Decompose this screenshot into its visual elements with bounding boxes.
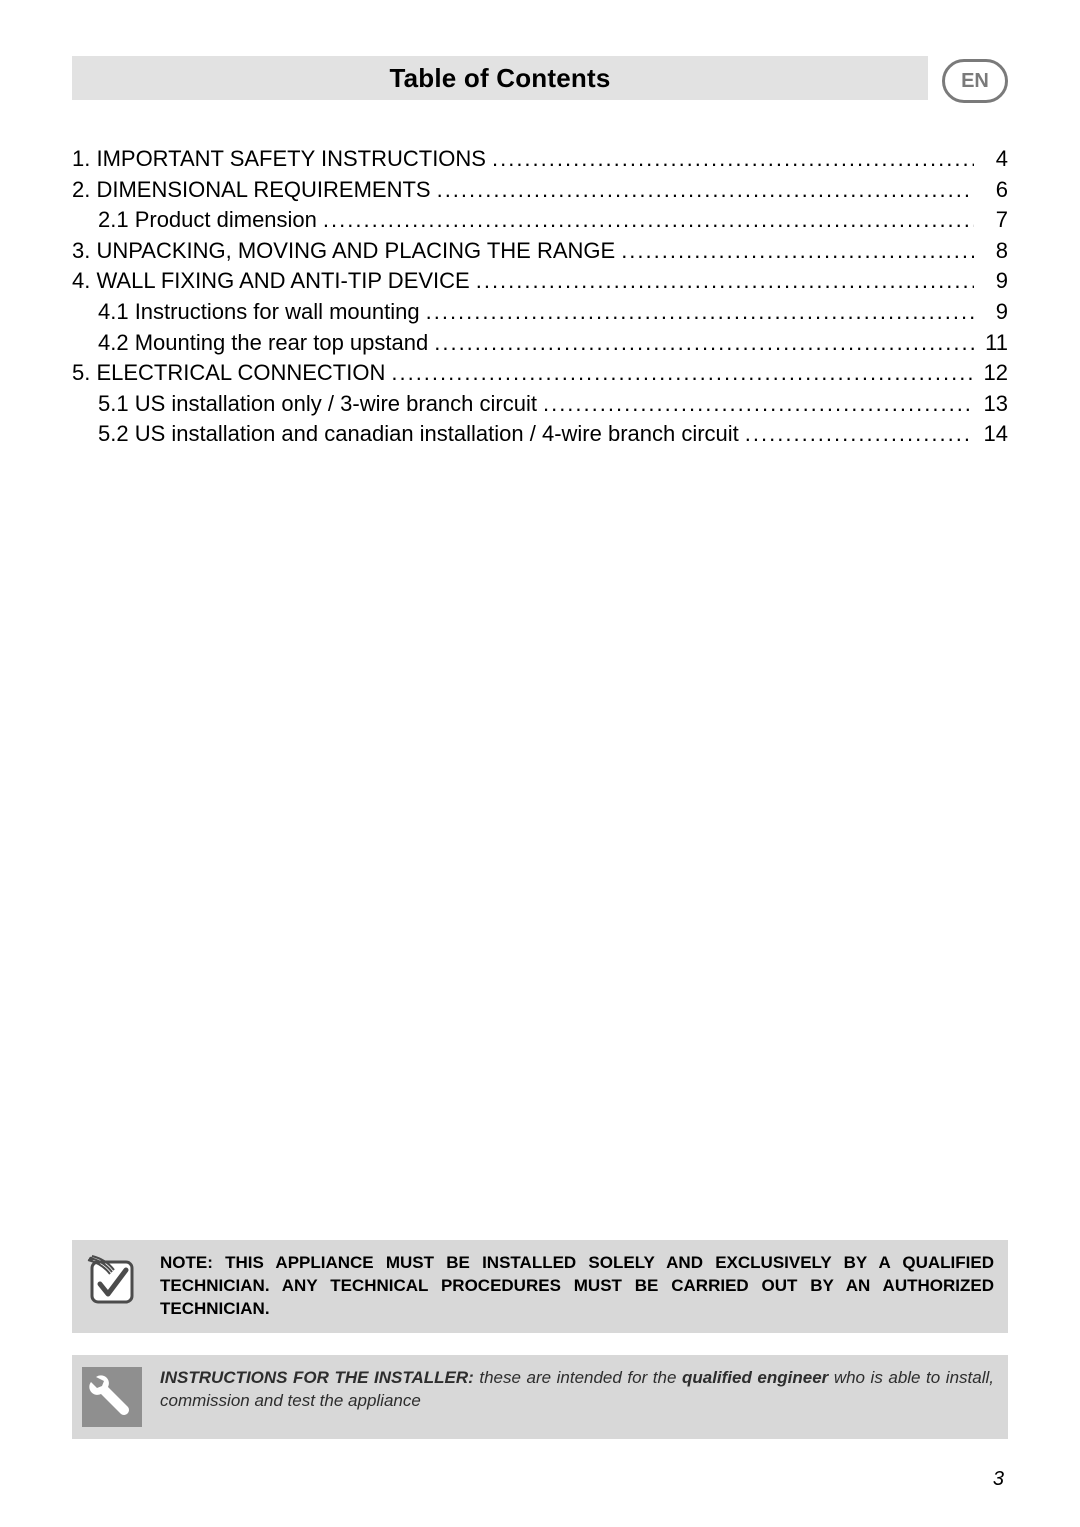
installer-note: NOTE: THIS APPLIANCE MUST BE INSTALLED S… [72, 1240, 1008, 1333]
toc-leader [391, 359, 974, 388]
note-check-icon [82, 1252, 142, 1312]
header: Table of Contents EN [72, 56, 1008, 103]
toc-label: 5.2 US installation and canadian install… [98, 420, 739, 449]
installer-instructions-text: INSTRUCTIONS FOR THE INSTALLER: these ar… [160, 1367, 994, 1413]
toc-row: 4. WALL FIXING AND ANTI-TIP DEVICE 9 [72, 267, 1008, 296]
toc-leader [543, 390, 974, 419]
page-number: 3 [993, 1468, 1004, 1491]
toc-label: 4. WALL FIXING AND ANTI-TIP DEVICE [72, 267, 470, 296]
toc-row: 2.1 Product dimension 7 [72, 206, 1008, 235]
toc-page: 9 [980, 298, 1008, 327]
toc-label: 2. DIMENSIONAL REQUIREMENTS [72, 176, 431, 205]
toc-page: 12 [980, 359, 1008, 388]
toc-row: 1. IMPORTANT SAFETY INSTRUCTIONS 4 [72, 145, 1008, 174]
toc-row: 4.1 Instructions for wall mounting 9 [72, 298, 1008, 327]
toc-leader [437, 176, 974, 205]
toc-row: 3. UNPACKING, MOVING AND PLACING THE RAN… [72, 237, 1008, 266]
toc-row: 2. DIMENSIONAL REQUIREMENTS 6 [72, 176, 1008, 205]
toc-leader [621, 237, 974, 266]
toc-leader [476, 267, 974, 296]
page-title: Table of Contents [72, 56, 928, 100]
notes: NOTE: THIS APPLIANCE MUST BE INSTALLED S… [72, 1218, 1008, 1439]
toc-row: 5.1 US installation only / 3-wire branch… [72, 390, 1008, 419]
toc-label: 2.1 Product dimension [98, 206, 317, 235]
page: Table of Contents EN 1. IMPORTANT SAFETY… [0, 0, 1080, 1527]
toc-row: 4.2 Mounting the rear top upstand 11 [72, 329, 1008, 358]
toc-leader [323, 206, 974, 235]
toc-page: 14 [980, 420, 1008, 449]
note-lead: INSTRUCTIONS FOR THE INSTALLER: [160, 1368, 474, 1387]
toc-page: 13 [980, 390, 1008, 419]
toc-page: 9 [980, 267, 1008, 296]
installer-instructions: INSTRUCTIONS FOR THE INSTALLER: these ar… [72, 1355, 1008, 1439]
toc-leader [426, 298, 974, 327]
language-badge: EN [942, 59, 1008, 103]
toc-label: 1. IMPORTANT SAFETY INSTRUCTIONS [72, 145, 486, 174]
note-body-before: these are intended for the [474, 1368, 682, 1387]
table-of-contents: 1. IMPORTANT SAFETY INSTRUCTIONS 4 2. DIM… [72, 145, 1008, 449]
toc-page: 8 [980, 237, 1008, 266]
toc-label: 3. UNPACKING, MOVING AND PLACING THE RAN… [72, 237, 615, 266]
installer-note-text: NOTE: THIS APPLIANCE MUST BE INSTALLED S… [160, 1252, 994, 1321]
toc-page: 11 [980, 329, 1008, 358]
toc-page: 6 [980, 176, 1008, 205]
toc-page: 7 [980, 206, 1008, 235]
note-qualified: qualified engineer [682, 1368, 828, 1387]
wrench-icon [82, 1367, 142, 1427]
toc-label: 4.2 Mounting the rear top upstand [98, 329, 428, 358]
toc-page: 4 [980, 145, 1008, 174]
toc-label: 5.1 US installation only / 3-wire branch… [98, 390, 537, 419]
toc-label: 4.1 Instructions for wall mounting [98, 298, 420, 327]
toc-label: 5. ELECTRICAL CONNECTION [72, 359, 385, 388]
toc-leader [434, 329, 974, 358]
toc-leader [745, 420, 974, 449]
toc-leader [492, 145, 974, 174]
toc-row: 5.2 US installation and canadian install… [72, 420, 1008, 449]
toc-row: 5. ELECTRICAL CONNECTION 12 [72, 359, 1008, 388]
